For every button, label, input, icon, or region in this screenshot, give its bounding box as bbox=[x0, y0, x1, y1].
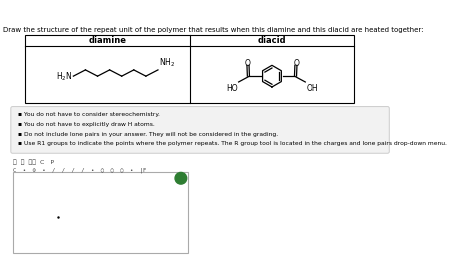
Text: ▪ You do not have to consider stereochemistry.: ▪ You do not have to consider stereochem… bbox=[18, 112, 159, 117]
Text: 🐾  📋  🔍🔍  C   P: 🐾 📋 🔍🔍 C P bbox=[12, 159, 54, 165]
Text: Draw the structure of the repeat unit of the polymer that results when this diam: Draw the structure of the repeat unit of… bbox=[3, 27, 424, 33]
Text: OH: OH bbox=[306, 84, 318, 93]
Text: diacid: diacid bbox=[258, 36, 286, 45]
FancyBboxPatch shape bbox=[11, 107, 389, 153]
Text: C  •  ⊙  •  /  /  /  /  •  ○  ○  ○  •  |F: C • ⊙ • / / / / • ○ ○ ○ • |F bbox=[12, 167, 146, 173]
Bar bbox=[25, 35, 354, 103]
Text: ▪ Do not include lone pairs in your answer. They will not be considered in the g: ▪ Do not include lone pairs in your answ… bbox=[18, 132, 278, 137]
Bar bbox=[12, 172, 188, 253]
Text: O: O bbox=[293, 59, 299, 68]
Text: diamine: diamine bbox=[88, 36, 127, 45]
Circle shape bbox=[175, 172, 187, 184]
Text: ▪ Use R1 groups to indicate the points where the polymer repeats. The R group to: ▪ Use R1 groups to indicate the points w… bbox=[18, 141, 447, 146]
Text: HO: HO bbox=[226, 84, 238, 93]
Text: NH$_2$: NH$_2$ bbox=[159, 57, 175, 69]
Text: ▪ You do not have to explicitly draw H atoms.: ▪ You do not have to explicitly draw H a… bbox=[18, 122, 154, 127]
Text: O: O bbox=[245, 59, 251, 68]
Text: H$_2$N: H$_2$N bbox=[56, 70, 73, 83]
